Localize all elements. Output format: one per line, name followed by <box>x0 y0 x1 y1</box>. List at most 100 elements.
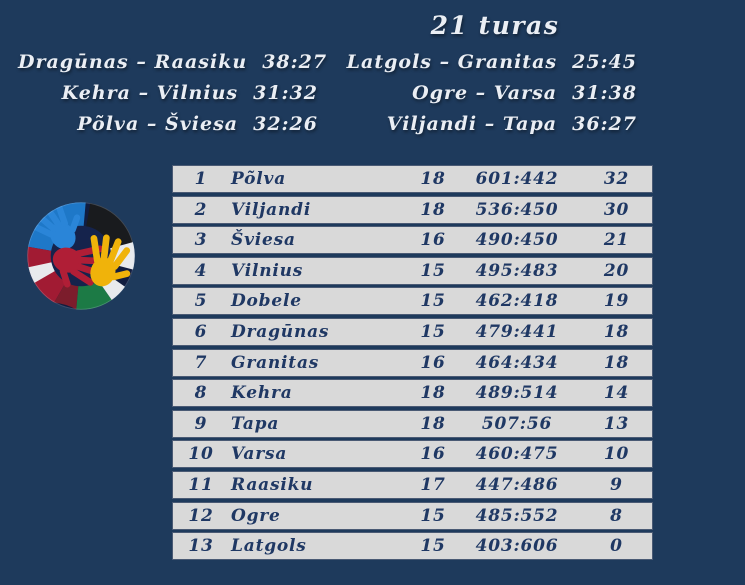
points-cell: 21 <box>603 230 630 251</box>
match-score: 38:27 <box>262 51 328 73</box>
team-cell: Viljandi <box>231 199 312 220</box>
team-cell: Latgols <box>231 536 307 557</box>
standings-row: 11 Raasiku 17 447:486 9 <box>172 470 653 499</box>
team-cell: Šviesa <box>231 230 296 251</box>
goals-cell: 536:450 <box>475 199 559 220</box>
match-score: 25:45 <box>572 51 637 73</box>
match-result: Dragūnas – Raasiku 38:27 <box>18 47 326 78</box>
standings-row: 6 Dragūnas 15 479:441 18 <box>172 317 653 346</box>
points-cell: 13 <box>603 413 630 434</box>
rank-cell: 1 <box>194 169 208 189</box>
standings-row: 8 Kehra 18 489:514 14 <box>172 379 653 408</box>
goals-cell: 462:418 <box>475 291 559 312</box>
points-cell: 14 <box>603 383 630 404</box>
games-cell: 17 <box>420 474 446 495</box>
games-cell: 18 <box>420 169 446 189</box>
standings-row: 9 Tapa 18 507:56 13 <box>172 409 653 438</box>
league-logo <box>27 202 135 310</box>
team-cell: Põlva <box>231 169 287 189</box>
games-cell: 16 <box>420 230 446 251</box>
standings-row: 1 Põlva 18 601:442 32 <box>172 165 653 193</box>
match-teams: Kehra – Vilnius <box>61 82 239 104</box>
goals-cell: 447:486 <box>475 474 559 495</box>
match-score: 31:38 <box>572 82 637 104</box>
rank-cell: 10 <box>188 444 214 465</box>
match-teams: Ogre – Varsa <box>412 82 558 104</box>
rank-cell: 12 <box>188 505 214 526</box>
rank-cell: 13 <box>188 536 214 557</box>
rank-cell: 8 <box>194 383 208 404</box>
points-cell: 32 <box>603 169 630 189</box>
games-cell: 15 <box>420 321 446 342</box>
games-cell: 18 <box>420 199 446 220</box>
games-cell: 15 <box>420 260 446 281</box>
match-result: Viljandi – Tapa 36:27 <box>340 109 637 140</box>
goals-cell: 479:441 <box>475 321 559 342</box>
standings-row: 12 Ogre 15 485:552 8 <box>172 501 653 530</box>
standings-row: 5 Dobele 15 462:418 19 <box>172 287 653 316</box>
match-teams: Põlva – Šviesa <box>77 113 239 135</box>
team-cell: Vilnius <box>231 260 304 281</box>
team-cell: Dobele <box>231 291 302 312</box>
rank-cell: 7 <box>194 352 208 373</box>
match-result: Kehra – Vilnius 31:32 <box>18 78 318 109</box>
match-score: 31:32 <box>253 82 318 104</box>
standings-table: 1 Põlva 18 601:442 32 2 Viljandi 18 536:… <box>172 165 653 561</box>
ball-rim <box>27 202 135 310</box>
team-cell: Ogre <box>231 505 281 526</box>
team-cell: Kehra <box>231 383 293 404</box>
match-result: Ogre – Varsa 31:38 <box>340 78 637 109</box>
team-cell: Tapa <box>231 413 280 434</box>
team-cell: Raasiku <box>231 474 314 495</box>
match-teams: Latgols – Granitas <box>346 51 558 73</box>
goals-cell: 464:434 <box>475 352 559 373</box>
standings-row: 4 Vilnius 15 495:483 20 <box>172 256 653 285</box>
games-cell: 18 <box>420 383 446 404</box>
points-cell: 30 <box>603 199 630 220</box>
results-right-column: Latgols – Granitas 25:45 Ogre – Varsa 31:3… <box>340 47 637 140</box>
team-cell: Varsa <box>231 444 288 465</box>
match-result: Latgols – Granitas 25:45 <box>340 47 637 78</box>
rank-cell: 6 <box>194 321 208 342</box>
games-cell: 15 <box>420 291 446 312</box>
match-result: Põlva – Šviesa 32:26 <box>18 109 318 140</box>
standings-row: 7 Granitas 16 464:434 18 <box>172 348 653 377</box>
points-cell: 19 <box>603 291 630 312</box>
goals-cell: 601:442 <box>475 169 559 189</box>
team-cell: Dragūnas <box>231 321 330 342</box>
goals-cell: 485:552 <box>475 505 559 526</box>
standings-row: 13 Latgols 15 403:606 0 <box>172 532 653 561</box>
points-cell: 10 <box>603 444 630 465</box>
rank-cell: 3 <box>194 230 208 251</box>
games-cell: 15 <box>420 536 446 557</box>
rank-cell: 4 <box>194 260 208 281</box>
games-cell: 18 <box>420 413 446 434</box>
match-teams: Dragūnas – Raasiku <box>18 51 248 73</box>
standings-row: 3 Šviesa 16 490:450 21 <box>172 226 653 255</box>
points-cell: 8 <box>610 505 623 526</box>
points-cell: 9 <box>610 474 623 495</box>
points-cell: 18 <box>603 321 630 342</box>
points-cell: 18 <box>603 352 630 373</box>
points-cell: 20 <box>603 260 630 281</box>
rank-cell: 2 <box>194 199 208 220</box>
match-teams: Viljandi – Tapa <box>386 113 558 135</box>
goals-cell: 507:56 <box>481 413 553 434</box>
games-cell: 16 <box>420 444 446 465</box>
goals-cell: 490:450 <box>475 230 559 251</box>
rank-cell: 5 <box>194 291 208 312</box>
goals-cell: 495:483 <box>475 260 559 281</box>
rank-cell: 9 <box>194 413 208 434</box>
goals-cell: 460:475 <box>475 444 559 465</box>
games-cell: 15 <box>420 505 446 526</box>
standings-row: 10 Varsa 16 460:475 10 <box>172 440 653 469</box>
team-cell: Granitas <box>231 352 320 373</box>
round-title: 21 turas <box>430 11 560 40</box>
match-score: 32:26 <box>253 113 318 135</box>
match-score: 36:27 <box>572 113 637 135</box>
points-cell: 0 <box>610 536 623 557</box>
results-left-column: Dragūnas – Raasiku 38:27 Kehra – Vilnius 3… <box>18 47 326 140</box>
rank-cell: 11 <box>188 474 214 495</box>
games-cell: 16 <box>420 352 446 373</box>
goals-cell: 403:606 <box>475 536 559 557</box>
